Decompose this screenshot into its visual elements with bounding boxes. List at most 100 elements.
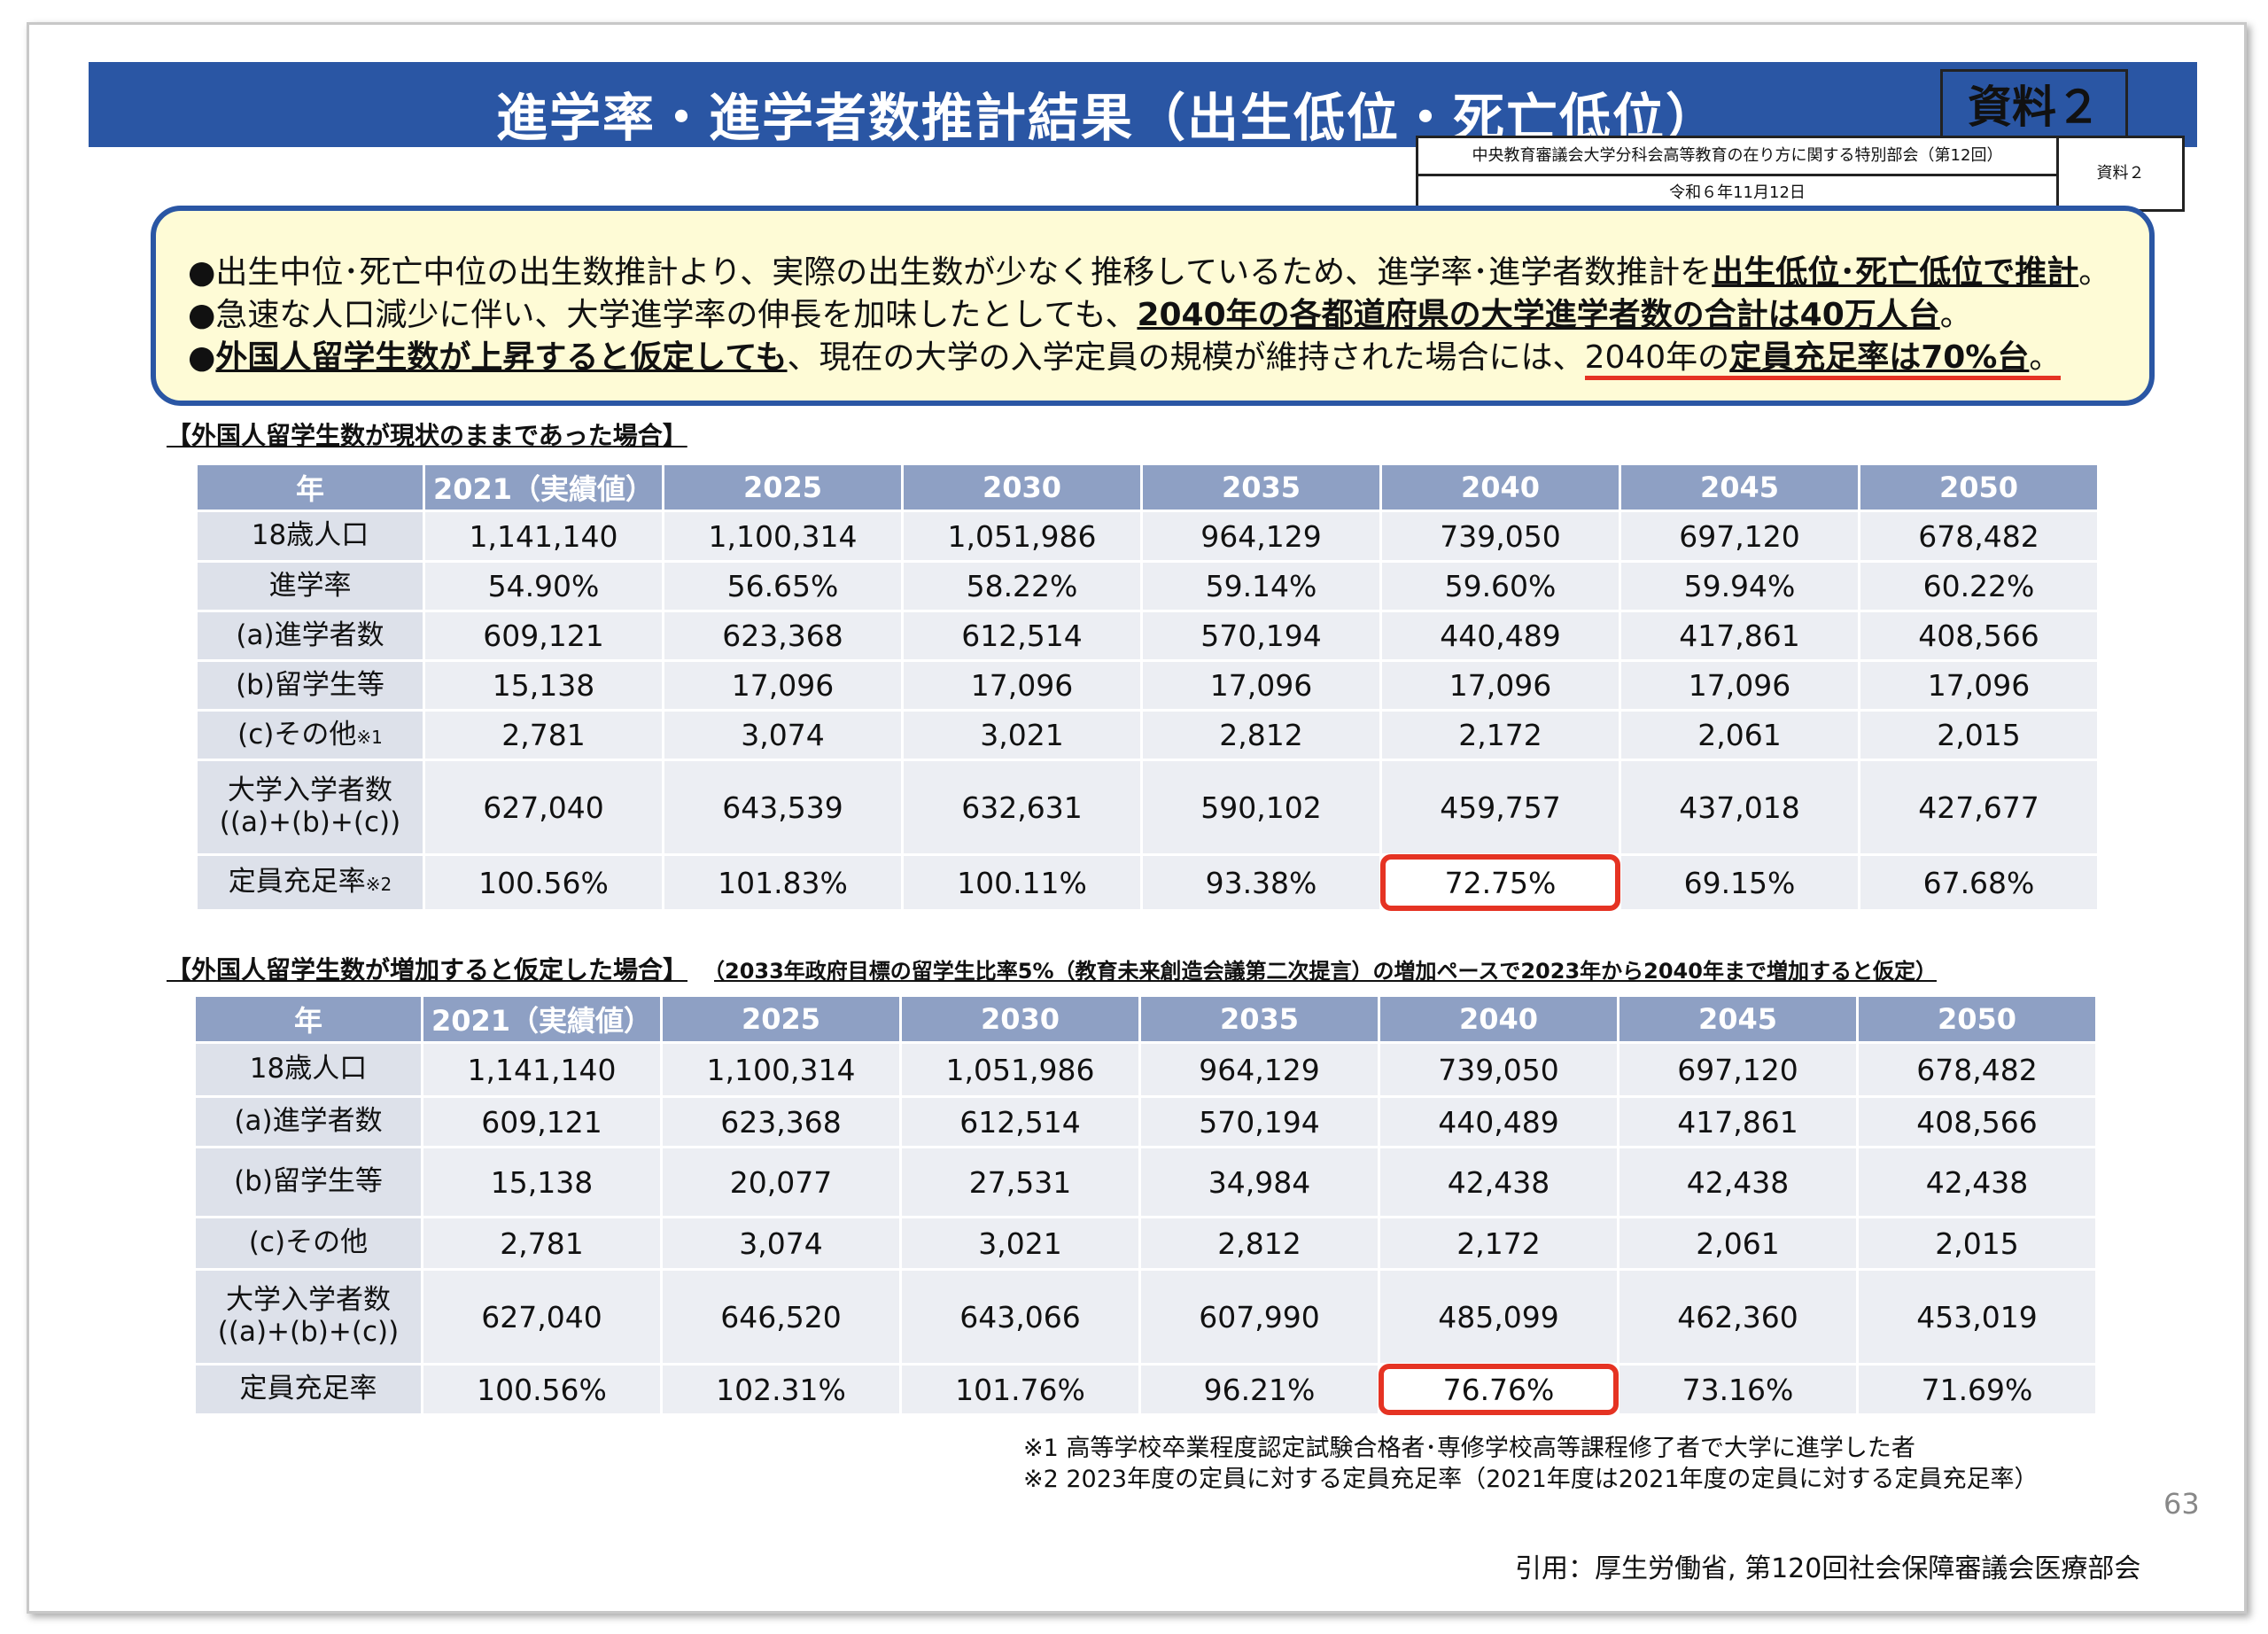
table-cell: 678,482: [1859, 1044, 2095, 1095]
table-row: 進学率 54.90% 56.65% 58.22% 59.14% 59.60% 59.94% 6…: [198, 563, 2097, 610]
table-cell: 2,812: [1141, 1218, 1378, 1268]
note-marker: ※2: [365, 874, 392, 896]
emphasis: 出生低位･死亡低位で推計: [1712, 254, 2079, 291]
row-label-text: 18歳人口: [249, 1053, 368, 1085]
table-cell: 59.60%: [1382, 563, 1619, 610]
meta-doc-label: 資料２: [2096, 164, 2145, 183]
table-cell: 643,066: [902, 1271, 1138, 1363]
table-row: 大学入学者数 ((a)+(b)+(c)) 627,040 643,539 632,631…: [198, 761, 2097, 853]
table-cell: 623,368: [663, 1098, 899, 1146]
table-cell: 2,172: [1382, 712, 1619, 759]
table-cell: 59.94%: [1621, 563, 1858, 610]
table-cell: 408,566: [1860, 612, 2097, 659]
column-header: 2025: [663, 997, 899, 1041]
table-cell: 2,781: [423, 1218, 660, 1268]
table-cell: 739,050: [1380, 1044, 1617, 1095]
table-cell: 17,096: [1143, 662, 1379, 709]
row-label-formula: ((a)+(b)+(c)): [219, 806, 401, 838]
row-label-text: 大学入学者数: [226, 1284, 391, 1317]
table-cell: 1,141,140: [425, 512, 662, 560]
highlighted-cell: 72.75%: [1380, 854, 1620, 911]
table-cell: 2,061: [1621, 712, 1858, 759]
row-label-formula: ((a)+(b)+(c)): [217, 1316, 400, 1348]
table-cell: 1,051,986: [902, 1044, 1138, 1095]
header-row: 年 2021（実績値） 2025 2030 2035 2040 2045 2050: [198, 465, 2097, 510]
row-label-text: 大学入学者数: [228, 774, 392, 807]
row-label: 定員充足率※2: [198, 856, 423, 909]
table-cell: 453,019: [1859, 1271, 2095, 1363]
table-cell: 60.22%: [1860, 563, 2097, 610]
table-cell: 2,015: [1860, 712, 2097, 759]
row-label-text: (a)進学者数: [236, 619, 384, 651]
column-header: 2050: [1859, 997, 2095, 1041]
text: 。: [2078, 254, 2111, 291]
text: 2040年の: [1584, 339, 1730, 376]
table-cell: 462,360: [1619, 1271, 1856, 1363]
table-cell: 3,021: [904, 712, 1140, 759]
emphasis: 定員充足率は70%台: [1729, 339, 2030, 376]
table-cell: 627,040: [425, 761, 662, 853]
row-label-text: 進学率: [268, 569, 352, 602]
table-cell: 17,096: [904, 662, 1140, 709]
table-cell: 71.69%: [1859, 1366, 2095, 1413]
column-header: 年: [196, 997, 421, 1041]
row-label-text: (b)留学生等: [236, 668, 384, 701]
summary-line-1: ●出生中位･死亡中位の出生数推計より、実際の出生数が少なく推移しているため、進学…: [188, 246, 2110, 292]
table2-sublabel: （2033年政府目標の留学生比率5%（教育未来創造会議第二次提言）の増加ペースで…: [714, 959, 1937, 984]
table-cell: 609,121: [423, 1098, 660, 1146]
table-cell: 459,757: [1382, 761, 1619, 853]
row-label: (b)留学生等: [196, 1148, 421, 1216]
table-row: (a)進学者数 609,121 623,368 612,514 570,194 440,4…: [198, 612, 2097, 659]
note-marker: ※1: [356, 726, 383, 748]
column-header: 2025: [664, 465, 901, 510]
column-header: 2045: [1621, 465, 1858, 510]
table-cell: 100.56%: [425, 856, 662, 909]
table-cell: 17,096: [1382, 662, 1619, 709]
table-cell: 2,172: [1380, 1218, 1617, 1268]
text: 。: [2029, 339, 2062, 376]
column-header: 2050: [1860, 465, 2097, 510]
table-row: 定員充足率 100.56% 102.31% 101.76% 96.21% 76.76% 73…: [196, 1364, 2095, 1415]
table-cell: 34,984: [1141, 1148, 1378, 1216]
meta-box: 中央教育審議会大学分科会高等教育の在り方に関する特別部会（第12回） 令和６年1…: [1416, 136, 2185, 212]
row-label: (c)その他※1: [198, 712, 423, 759]
table-cell: 15,138: [423, 1148, 660, 1216]
table-cell: 15,138: [425, 662, 662, 709]
row-label: 18歳人口: [196, 1044, 421, 1095]
table-cell: 609,121: [425, 612, 662, 659]
committee-name: 中央教育審議会大学分科会高等教育の在り方に関する特別部会（第12回）: [1418, 138, 2059, 176]
table-cell: 612,514: [902, 1098, 1138, 1146]
table-cell: 73.16%: [1619, 1366, 1856, 1413]
table-cell: 42,438: [1619, 1148, 1856, 1216]
column-header: 2030: [902, 997, 1138, 1041]
table-row: (a)進学者数 609,121 623,368 612,514 570,194 440,4…: [196, 1098, 2095, 1146]
table-row: (c)その他 2,781 3,074 3,021 2,812 2,172 2,061 2,01…: [196, 1218, 2095, 1268]
row-label-text: (a)進学者数: [234, 1105, 383, 1138]
table-cell: 1,100,314: [664, 512, 901, 560]
table-cell: 590,102: [1143, 761, 1379, 853]
table-cell: 607,990: [1141, 1271, 1378, 1363]
table-row: 18歳人口 1,141,140 1,100,314 1,051,986 964,129 7…: [196, 1044, 2095, 1095]
table-cell: 100.56%: [423, 1366, 660, 1413]
row-label: (b)留学生等: [198, 662, 423, 709]
table-cell: 101.83%: [664, 856, 901, 909]
table-cell: 612,514: [904, 612, 1140, 659]
table-cell: 54.90%: [425, 563, 662, 610]
emphasis: 2040年の各都道府県の大学進学者数の合計は40万人台: [1137, 297, 1940, 333]
summary-line-2: ●急速な人口減少に伴い、大学進学率の伸長を加味したとしても、2040年の各都道府…: [188, 289, 1972, 335]
row-label-text: (c)その他: [237, 718, 357, 751]
table-cell: 100.11%: [904, 856, 1140, 909]
meeting-date: 令和６年11月12日: [1418, 176, 2059, 209]
text: ●出生中位･死亡中位の出生数推計より、実際の出生数が少なく推移しているため、進学…: [188, 254, 1713, 291]
table-increased-students: 年 2021（実績値） 2025 2030 2035 2040 2045 2050 18歳人口 1…: [193, 994, 2098, 1416]
table-cell: 1,141,140: [423, 1044, 660, 1095]
table-cell: 96.21%: [1141, 1366, 1378, 1413]
table-cell: 632,631: [904, 761, 1140, 853]
table-cell: 697,120: [1619, 1044, 1856, 1095]
table-cell: 93.38%: [1143, 856, 1379, 909]
table-cell: 627,040: [423, 1271, 660, 1363]
label-text: 【外国人留学生数が増加すると仮定した場合】: [167, 955, 688, 984]
table-cell: 2,061: [1619, 1218, 1856, 1268]
column-header: 年: [198, 465, 423, 510]
table-row: 大学入学者数 ((a)+(b)+(c)) 627,040 646,520 643,066…: [196, 1271, 2095, 1363]
